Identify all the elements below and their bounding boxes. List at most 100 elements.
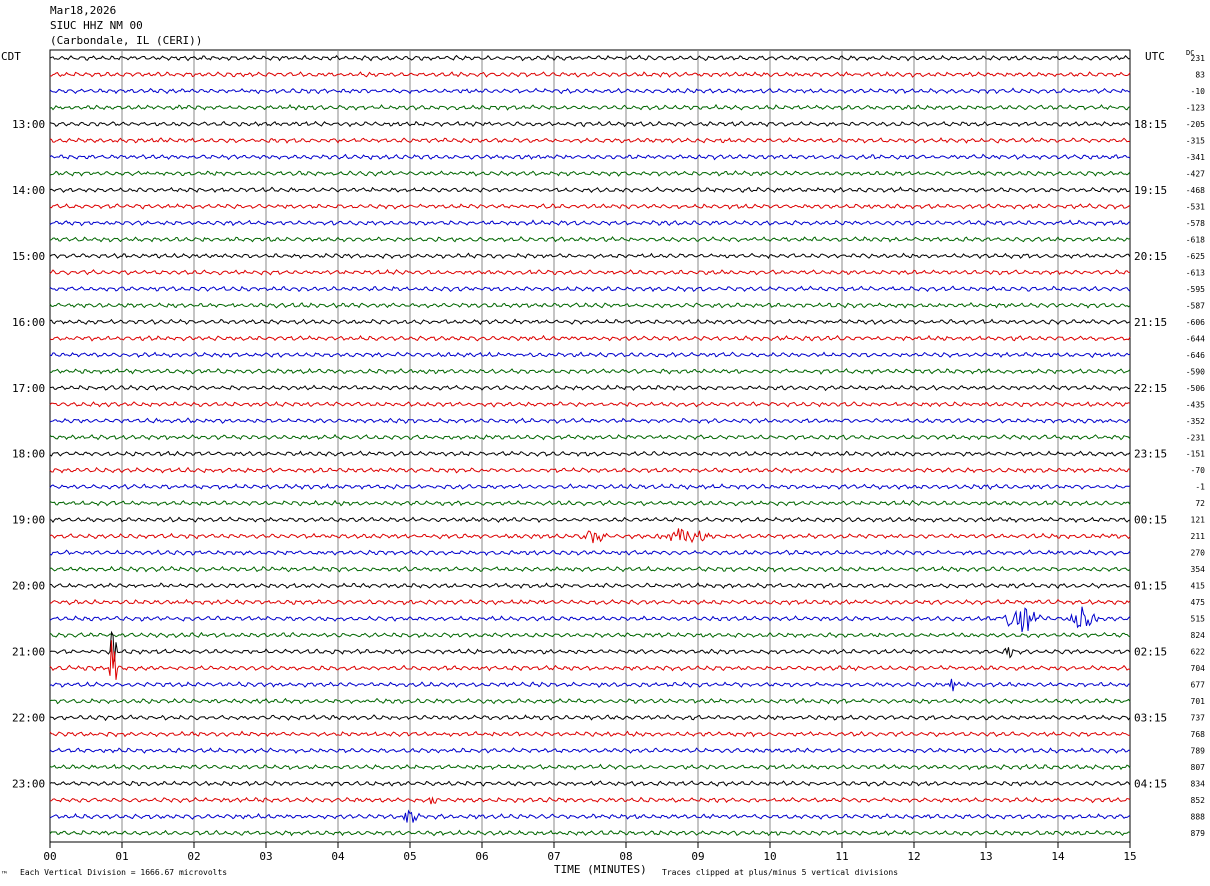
x-tick-label: 13: [979, 850, 992, 863]
dc-offset-label: 515: [1191, 615, 1206, 624]
left-time-label: 20:00: [12, 580, 45, 593]
trace-8: [49, 186, 1131, 194]
x-tick-label: 10: [763, 850, 776, 863]
right-time-label: 18:15: [1134, 118, 1167, 131]
dc-offset-label: 231: [1191, 54, 1206, 63]
dc-offset-label: -341: [1186, 153, 1205, 162]
left-time-label: 21:00: [12, 646, 45, 659]
right-time-label: 23:15: [1134, 448, 1167, 461]
dc-offset-label: 879: [1191, 829, 1206, 838]
trace-18: [49, 351, 1131, 359]
left-time-label: 14:00: [12, 184, 45, 197]
dc-offset-label: 852: [1191, 796, 1206, 805]
dc-offset-label: -606: [1186, 318, 1205, 327]
dc-offset-label: -231: [1186, 433, 1205, 442]
right-time-label: 01:15: [1134, 580, 1167, 593]
right-time-label: 20:15: [1134, 250, 1167, 263]
trace-34: [49, 606, 1131, 633]
dc-offset-label: -123: [1186, 103, 1205, 112]
right-time-label: 22:15: [1134, 382, 1167, 395]
dc-offset-label: -578: [1186, 219, 1205, 228]
x-tick-label: 05: [403, 850, 416, 863]
trace-7: [49, 170, 1131, 177]
trace-20: [49, 384, 1131, 392]
station-label: SIUC HHZ NM 00: [50, 19, 143, 32]
trace-37: [49, 640, 1131, 680]
right-time-label: 03:15: [1134, 712, 1167, 725]
location-label: (Carbondale, IL (CERI)): [50, 34, 203, 47]
trace-41: [49, 730, 1131, 738]
dc-offset-label: -468: [1186, 186, 1205, 195]
x-tick-label: 07: [547, 850, 560, 863]
trace-40: [49, 714, 1131, 722]
left-time-label: 19:00: [12, 514, 45, 527]
dc-offset-label: 622: [1191, 648, 1206, 657]
dc-offset-label: 701: [1191, 697, 1206, 706]
dc-offset-label: -70: [1191, 466, 1206, 475]
dc-offset-label: 737: [1191, 714, 1206, 723]
date-label: Mar18,2026: [50, 4, 117, 17]
dc-offset-label: 270: [1191, 549, 1206, 558]
trace-14: [49, 285, 1131, 293]
dc-offset-label: 834: [1191, 780, 1206, 789]
trace-4: [49, 120, 1131, 128]
dc-offset-label: 211: [1191, 532, 1206, 541]
dc-offset-label: -435: [1186, 400, 1205, 409]
x-tick-label: 14: [1051, 850, 1065, 863]
trace-42: [49, 747, 1130, 754]
trace-45: [49, 796, 1131, 805]
cdt-axis-label: CDT: [1, 50, 21, 63]
right-time-label: 02:15: [1134, 646, 1167, 659]
dc-offset-label: 72: [1195, 499, 1205, 508]
trace-33: [49, 598, 1131, 606]
dc-offset-label: 415: [1191, 582, 1206, 591]
x-tick-label: 15: [1123, 850, 1136, 863]
dc-offset-label: -595: [1186, 285, 1205, 294]
dc-offset-label: 354: [1191, 565, 1206, 574]
x-tick-label: 01: [115, 850, 128, 863]
trace-22: [49, 417, 1131, 424]
dc-offset-label: 704: [1191, 664, 1206, 673]
trace-16: [49, 318, 1131, 326]
clip-note: Traces clipped at plus/minus 5 vertical …: [662, 868, 899, 877]
x-tick-label: 08: [619, 850, 632, 863]
x-tick-label: 04: [331, 850, 345, 863]
trace-2: [49, 87, 1131, 95]
trace-9: [49, 203, 1131, 210]
trace-10: [49, 219, 1131, 227]
trace-6: [49, 153, 1131, 161]
plot-frame: [49, 49, 1131, 843]
trace-44: [49, 780, 1131, 787]
left-time-label: 13:00: [12, 118, 45, 131]
x-tick-label: 06: [475, 850, 488, 863]
dc-label: DC: [1186, 49, 1195, 57]
dc-offset-label: -644: [1186, 334, 1205, 343]
trace-12: [49, 252, 1131, 260]
left-time-label: 16:00: [12, 316, 45, 329]
trace-15: [49, 301, 1131, 309]
left-time-label: 15:00: [12, 250, 45, 263]
trace-21: [49, 401, 1131, 408]
right-time-label: 19:15: [1134, 184, 1167, 197]
dc-offset-label: -205: [1186, 120, 1205, 129]
trace-5: [49, 137, 1131, 144]
dc-offset-label: 677: [1191, 681, 1206, 690]
dc-offset-label: -590: [1186, 367, 1205, 376]
trace-36: [49, 630, 1131, 662]
x-axis-title: TIME (MINUTES): [554, 863, 647, 876]
dc-offset-label: 83: [1195, 70, 1205, 79]
x-tick-label: 02: [187, 850, 200, 863]
dc-offset-label: -531: [1186, 202, 1205, 211]
trace-23: [49, 433, 1131, 441]
dc-offset-label: 789: [1191, 747, 1206, 756]
trace-27: [49, 499, 1131, 507]
x-tick-label: 09: [691, 850, 704, 863]
trace-46: [49, 809, 1131, 823]
trace-25: [49, 466, 1131, 474]
trace-39: [49, 697, 1131, 705]
dc-offset-label: -587: [1186, 301, 1205, 310]
trace-32: [49, 582, 1131, 589]
trace-19: [49, 367, 1131, 375]
dc-offset-label: -427: [1186, 169, 1205, 178]
